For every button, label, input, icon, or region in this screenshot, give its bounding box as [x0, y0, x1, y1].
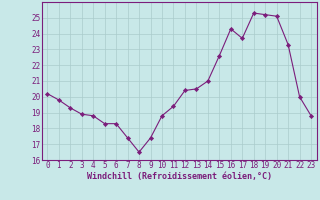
X-axis label: Windchill (Refroidissement éolien,°C): Windchill (Refroidissement éolien,°C): [87, 172, 272, 181]
